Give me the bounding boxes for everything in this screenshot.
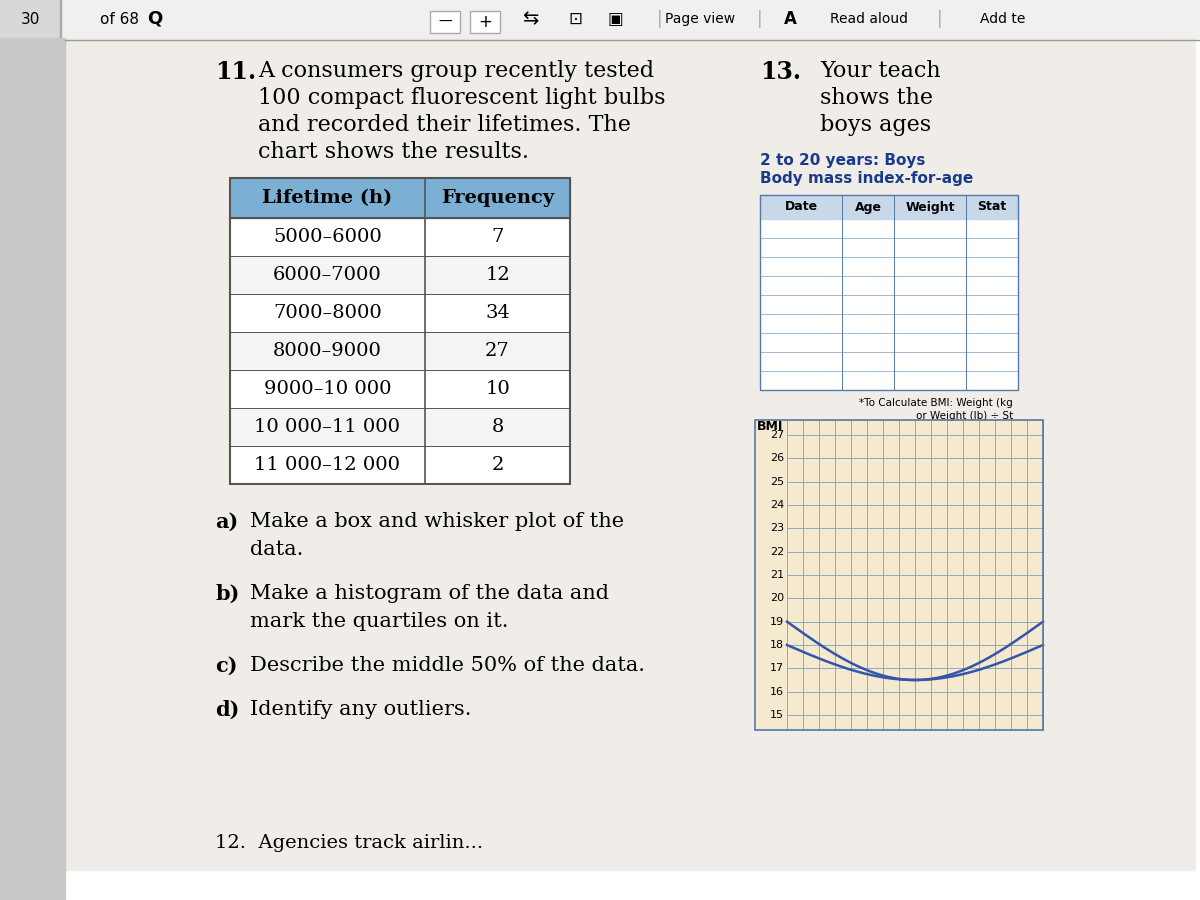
Text: 10: 10 xyxy=(485,380,510,398)
Bar xyxy=(230,178,570,484)
Text: 6000–7000: 6000–7000 xyxy=(274,266,382,284)
Text: 12: 12 xyxy=(485,266,510,284)
Bar xyxy=(470,11,500,33)
Text: A: A xyxy=(784,10,797,28)
Bar xyxy=(755,420,1043,730)
Text: 7000–8000: 7000–8000 xyxy=(274,304,382,322)
Bar xyxy=(0,0,60,38)
Text: 12.  Agencies track airlin...: 12. Agencies track airlin... xyxy=(215,834,484,852)
Text: shows the: shows the xyxy=(820,87,934,109)
Text: 20: 20 xyxy=(770,593,784,603)
Text: 30: 30 xyxy=(20,12,40,26)
Bar xyxy=(760,276,1018,295)
Text: 7: 7 xyxy=(491,228,504,246)
Bar xyxy=(430,11,460,33)
Text: 23: 23 xyxy=(770,523,784,534)
Bar xyxy=(760,219,1018,238)
Text: 34: 34 xyxy=(485,304,510,322)
Bar xyxy=(0,38,65,900)
Text: Your teach: Your teach xyxy=(820,60,941,82)
Text: data.: data. xyxy=(250,540,304,559)
Text: 18: 18 xyxy=(770,640,784,650)
Text: Q: Q xyxy=(148,10,163,28)
Text: 9000–10 000: 9000–10 000 xyxy=(264,380,391,398)
Text: 2 to 20 years: Boys: 2 to 20 years: Boys xyxy=(760,153,925,168)
Bar xyxy=(760,238,1018,257)
Text: Age: Age xyxy=(854,201,882,213)
Bar xyxy=(230,332,570,370)
Bar xyxy=(760,195,1018,219)
Text: mark the quartiles on it.: mark the quartiles on it. xyxy=(250,612,509,631)
Text: Lifetime (h): Lifetime (h) xyxy=(263,189,392,207)
Text: 8: 8 xyxy=(491,418,504,436)
Bar xyxy=(755,420,1043,730)
Text: BMI: BMI xyxy=(757,420,784,434)
Text: 15: 15 xyxy=(770,710,784,720)
Bar xyxy=(760,314,1018,333)
Text: Identify any outliers.: Identify any outliers. xyxy=(250,700,472,719)
Text: Describe the middle 50% of the data.: Describe the middle 50% of the data. xyxy=(250,656,646,675)
Bar xyxy=(230,408,570,446)
Bar xyxy=(230,178,570,218)
Text: 11.: 11. xyxy=(215,60,256,84)
Text: Stat: Stat xyxy=(977,201,1007,213)
Text: 25: 25 xyxy=(770,477,784,487)
Text: 13.: 13. xyxy=(760,60,802,84)
Text: 16: 16 xyxy=(770,687,784,697)
Text: 27: 27 xyxy=(485,342,510,360)
Text: 22: 22 xyxy=(769,546,784,557)
Text: boys ages: boys ages xyxy=(820,114,931,136)
Text: Page view: Page view xyxy=(665,12,736,26)
Text: chart shows the results.: chart shows the results. xyxy=(258,141,529,163)
Text: A consumers group recently tested: A consumers group recently tested xyxy=(258,60,654,82)
Text: 21: 21 xyxy=(770,570,784,580)
Text: 24: 24 xyxy=(769,500,784,510)
Text: 8000–9000: 8000–9000 xyxy=(274,342,382,360)
Bar xyxy=(760,195,1018,390)
Text: 100 compact fluorescent light bulbs: 100 compact fluorescent light bulbs xyxy=(258,87,666,109)
Text: a): a) xyxy=(215,512,239,532)
Bar xyxy=(230,370,570,408)
Bar xyxy=(760,371,1018,390)
Text: Body mass index-for-age: Body mass index-for-age xyxy=(760,171,973,186)
Bar xyxy=(230,446,570,484)
Text: b): b) xyxy=(215,584,239,604)
Text: 2: 2 xyxy=(491,456,504,474)
Text: d): d) xyxy=(215,700,239,720)
Bar xyxy=(760,352,1018,371)
Text: |: | xyxy=(757,10,763,28)
Text: c): c) xyxy=(215,656,238,676)
Text: |: | xyxy=(937,10,943,28)
Text: +: + xyxy=(478,13,492,31)
Text: Frequency: Frequency xyxy=(440,189,554,207)
Text: 11 000–12 000: 11 000–12 000 xyxy=(254,456,401,474)
Text: Read aloud: Read aloud xyxy=(830,12,908,26)
Bar xyxy=(760,257,1018,276)
Text: Add te: Add te xyxy=(980,12,1025,26)
Text: ⊡: ⊡ xyxy=(568,10,582,28)
Text: |: | xyxy=(658,10,662,28)
Text: and recorded their lifetimes. The: and recorded their lifetimes. The xyxy=(258,114,631,136)
Bar xyxy=(230,294,570,332)
Bar xyxy=(230,256,570,294)
Text: —: — xyxy=(438,15,452,29)
Bar xyxy=(0,0,1200,38)
Text: 26: 26 xyxy=(770,454,784,464)
Text: Make a histogram of the data and: Make a histogram of the data and xyxy=(250,584,610,603)
Text: 5000–6000: 5000–6000 xyxy=(274,228,382,246)
Text: of 68: of 68 xyxy=(100,12,139,26)
Bar xyxy=(760,295,1018,314)
Text: Weight: Weight xyxy=(905,201,955,213)
Bar xyxy=(760,333,1018,352)
Bar xyxy=(230,218,570,256)
Text: 17: 17 xyxy=(770,663,784,673)
Text: *To Calculate BMI: Weight (kg
or Weight (lb) ÷ St: *To Calculate BMI: Weight (kg or Weight … xyxy=(859,398,1013,421)
Text: 19: 19 xyxy=(770,616,784,626)
Text: 10 000–11 000: 10 000–11 000 xyxy=(254,418,401,436)
Text: Date: Date xyxy=(785,201,817,213)
Text: 27: 27 xyxy=(769,430,784,440)
Text: ⇆: ⇆ xyxy=(522,10,538,29)
Text: Make a box and whisker plot of the: Make a box and whisker plot of the xyxy=(250,512,624,531)
Text: ▣: ▣ xyxy=(607,10,623,28)
